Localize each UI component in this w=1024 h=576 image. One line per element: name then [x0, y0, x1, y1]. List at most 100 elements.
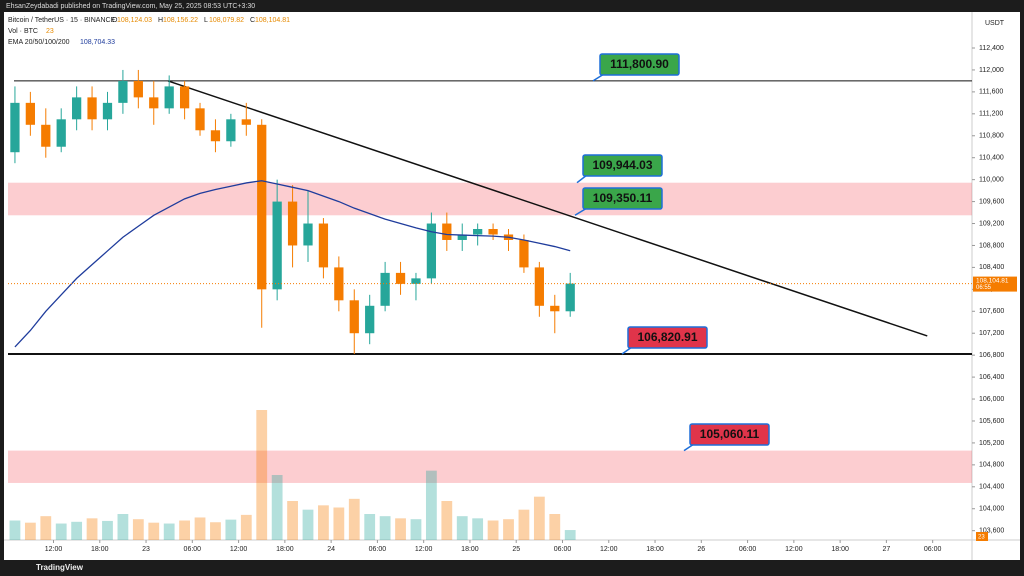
candle-body: [442, 223, 452, 240]
volume-bar: [40, 516, 52, 540]
y-tick-label: 111,200: [979, 111, 1003, 118]
volume-bar: [71, 521, 83, 540]
volume-bar: [163, 523, 175, 540]
volume-bar: [379, 516, 391, 540]
x-tick-label: 18:00: [461, 546, 479, 553]
y-tick-label: 112,000: [979, 67, 1004, 74]
candle-body: [56, 119, 66, 147]
volume-bar: [132, 519, 144, 540]
y-tick-label: 104,400: [979, 484, 1004, 491]
volume-badge-label: 23: [978, 535, 985, 541]
volume-bar: [410, 519, 422, 540]
y-tick-label: 108,400: [979, 264, 1004, 271]
y-tick-label: 103,600: [979, 528, 1004, 535]
y-tick-label: 108,800: [979, 242, 1004, 249]
x-tick-label: 18:00: [91, 546, 109, 553]
x-tick-label: 18:00: [276, 546, 294, 553]
y-tick-label: 105,600: [979, 418, 1004, 425]
x-tick-label: 12:00: [600, 546, 618, 553]
candle-body: [318, 223, 329, 268]
candle-body: [488, 229, 498, 235]
candle-body: [226, 119, 236, 142]
legend-symbol: Bitcoin / TetherUS · 15 · BINANCE: [8, 17, 116, 24]
x-tick-label: 12:00: [230, 546, 248, 553]
volume-bar: [179, 520, 191, 540]
x-tick-label: 06:00: [369, 546, 387, 553]
volume-bar: [240, 514, 252, 540]
candle-body: [287, 201, 298, 246]
candle-body: [87, 97, 97, 120]
y-tick-label: 110,800: [979, 133, 1004, 140]
candle-body: [10, 102, 20, 153]
y-tick-label: 107,200: [979, 330, 1004, 337]
candle-body: [519, 239, 529, 268]
callout-label: 111,800.90: [610, 57, 669, 71]
x-tick-label: 06:00: [924, 546, 942, 553]
volume-bar: [395, 518, 406, 540]
volume-bar: [333, 507, 345, 540]
y-tick-label: 104,800: [979, 462, 1004, 469]
candle-body: [411, 278, 421, 284]
volume-bar: [425, 470, 437, 540]
x-tick-label: 18:00: [646, 546, 664, 553]
volume-bar: [364, 514, 376, 540]
x-tick-label: 25: [512, 546, 520, 553]
volume-bar: [117, 514, 129, 540]
candle-body: [272, 201, 282, 290]
countdown: 06:55: [976, 285, 992, 291]
callout-label: 109,944.03: [592, 158, 652, 172]
volume-bar: [194, 517, 206, 540]
volume-bar: [318, 505, 329, 540]
y-tick-label: 111,600: [979, 89, 1003, 96]
candle-body: [241, 119, 251, 125]
y-tick-label: 109,600: [979, 198, 1004, 205]
ohlc-value: 108,156.22: [163, 17, 198, 24]
x-tick-label: 26: [697, 546, 705, 553]
callout-box: [689, 423, 770, 446]
volume-bar: [472, 518, 484, 540]
volume-bar: [256, 410, 268, 540]
candle-body: [365, 305, 375, 334]
volume-bar: [210, 522, 221, 540]
candle-body: [534, 267, 544, 306]
ema-label: EMA 20/50/100/200: [8, 39, 70, 46]
candle-body: [164, 86, 174, 109]
y-tick-label: 110,000: [979, 176, 1004, 183]
candle-body: [349, 300, 359, 334]
volume-bar: [348, 498, 360, 540]
x-tick-label: 06:00: [739, 546, 757, 553]
brand: TradingView: [36, 563, 84, 572]
x-tick-label: 24: [327, 546, 335, 553]
ema-value: 108,704.33: [80, 39, 115, 46]
x-tick-label: 12:00: [415, 546, 433, 553]
x-tick-label: 27: [882, 546, 890, 553]
volume-value: 23: [46, 28, 54, 35]
volume-bar: [55, 523, 67, 540]
y-tick-label: 110,400: [979, 155, 1004, 162]
volume-bar: [549, 514, 561, 540]
callout-box: [599, 53, 680, 76]
zone: [8, 450, 972, 483]
volume-bar: [302, 509, 314, 540]
ema-line: [14, 180, 571, 348]
candle-body: [565, 283, 575, 312]
ohlc-label: C: [250, 17, 255, 24]
volume-bar: [9, 520, 21, 540]
volume-bar: [225, 519, 237, 540]
price-badge-label: 108,104.81: [976, 277, 1009, 284]
volume-bar: [102, 520, 113, 540]
candle-body: [102, 102, 113, 120]
volume-bar: [518, 509, 530, 540]
y-tick-label: 104,000: [979, 506, 1004, 513]
volume-label: Vol · BTC: [8, 28, 38, 35]
volume-bar: [533, 496, 545, 540]
x-tick-label: 12:00: [785, 546, 803, 553]
candle-body: [395, 272, 406, 284]
candle-body: [380, 272, 390, 306]
x-tick-label: 12:00: [45, 546, 63, 553]
candle-body: [149, 97, 159, 109]
volume-bar: [441, 501, 453, 540]
volume-bar: [564, 530, 576, 540]
ohlc-value: 108,104.81: [255, 17, 290, 24]
